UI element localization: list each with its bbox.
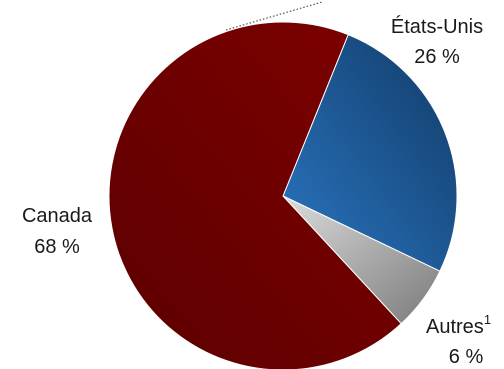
slice-label-canada: Canada (22, 205, 93, 227)
slice-label-autres-footnote: 1 (484, 312, 491, 327)
slice-label-usa: États-Unis (391, 15, 483, 38)
slice-value-usa: 26 % (414, 46, 460, 68)
pie-slice-usa (282, 34, 458, 272)
slice-label-autres-text: Autres (426, 316, 484, 338)
pie-slices (108, 21, 458, 369)
slice-label-autres: Autres1 (426, 312, 491, 338)
leader-line-top (225, 1, 323, 31)
slice-value-canada: 68 % (34, 236, 80, 258)
slice-value-autres: 6 % (449, 346, 484, 368)
